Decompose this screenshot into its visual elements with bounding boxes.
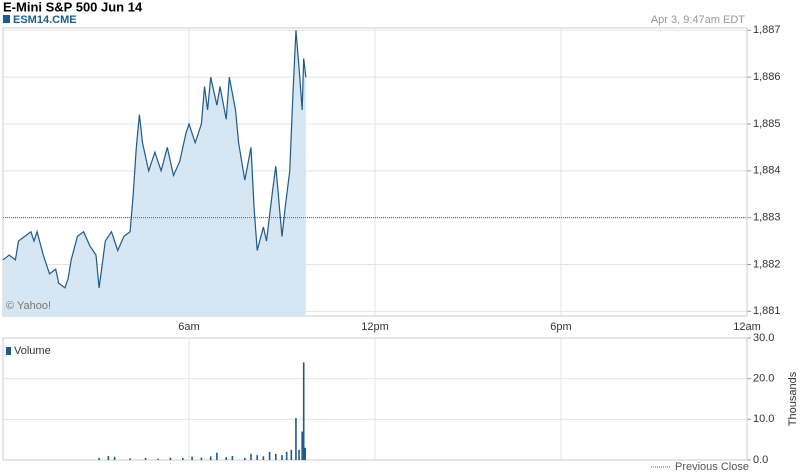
- plot-frame: [2, 27, 748, 317]
- volume-bar: [295, 418, 297, 460]
- y-tick-label: 1,884: [753, 165, 781, 177]
- x-tick-label: 6am: [178, 321, 199, 333]
- volume-bar: [231, 455, 234, 460]
- volume-bar: [304, 447, 307, 460]
- volume-bar: [281, 455, 283, 460]
- volume-bar: [285, 451, 288, 460]
- y-tick-label: 1,886: [753, 71, 781, 83]
- symbol: ESM14.CME: [13, 14, 77, 26]
- legend-previous-close-label: Previous Close: [675, 461, 749, 473]
- y-tick-label: 0.0: [753, 454, 768, 466]
- volume-bar: [262, 456, 265, 460]
- volume-bar: [216, 452, 218, 460]
- y-tick-label: 30.0: [753, 332, 774, 344]
- volume-bar: [250, 453, 252, 460]
- volume-bar: [302, 362, 305, 460]
- plot-frame: [2, 337, 748, 461]
- y-tick-label: 1,883: [753, 212, 781, 224]
- volume-bar: [144, 457, 147, 460]
- volume-bar: [182, 457, 184, 460]
- volume-bar: [98, 457, 100, 460]
- symbol-swatch: [3, 15, 10, 23]
- volume-bar: [113, 456, 116, 460]
- price-area: [3, 30, 306, 317]
- x-tick-label: 12am: [733, 321, 761, 333]
- y-tick-label: 1,887: [753, 24, 781, 36]
- y-tick-label: 1,882: [753, 258, 781, 270]
- price-line: [2, 30, 307, 289]
- volume-bar: [301, 431, 303, 460]
- volume-bar: [275, 453, 277, 460]
- legend-swatch: [6, 347, 11, 355]
- watermark: © Yahoo!: [6, 300, 51, 312]
- y-tick-label: 10.0: [753, 413, 774, 425]
- y-tick-label: 20.0: [753, 373, 774, 385]
- volume-bar: [225, 457, 227, 460]
- timestamp: Apr 3, 9:47am EDT: [651, 14, 745, 26]
- volume-bar: [107, 455, 110, 460]
- volume-bar: [298, 449, 300, 460]
- volume-bar: [157, 458, 159, 460]
- volume-bar: [290, 449, 293, 460]
- volume-bar: [256, 455, 258, 460]
- y-axis-title: Thousands: [787, 371, 799, 426]
- y-tick-label: 1,885: [753, 118, 781, 130]
- volume-bar: [209, 456, 212, 460]
- volume-bar: [191, 456, 193, 460]
- y-tick-label: 1,881: [753, 305, 781, 317]
- volume-bar: [244, 457, 246, 460]
- volume-bar: [268, 451, 271, 460]
- x-tick-label: 12pm: [361, 321, 389, 333]
- legend-label: Volume: [14, 345, 51, 357]
- x-tick-label: 6pm: [550, 321, 571, 333]
- volume-bar: [200, 457, 203, 460]
- chart-title: E-Mini S&P 500 Jun 14: [3, 0, 143, 14]
- volume-bar: [129, 458, 131, 460]
- volume-bar: [169, 457, 172, 460]
